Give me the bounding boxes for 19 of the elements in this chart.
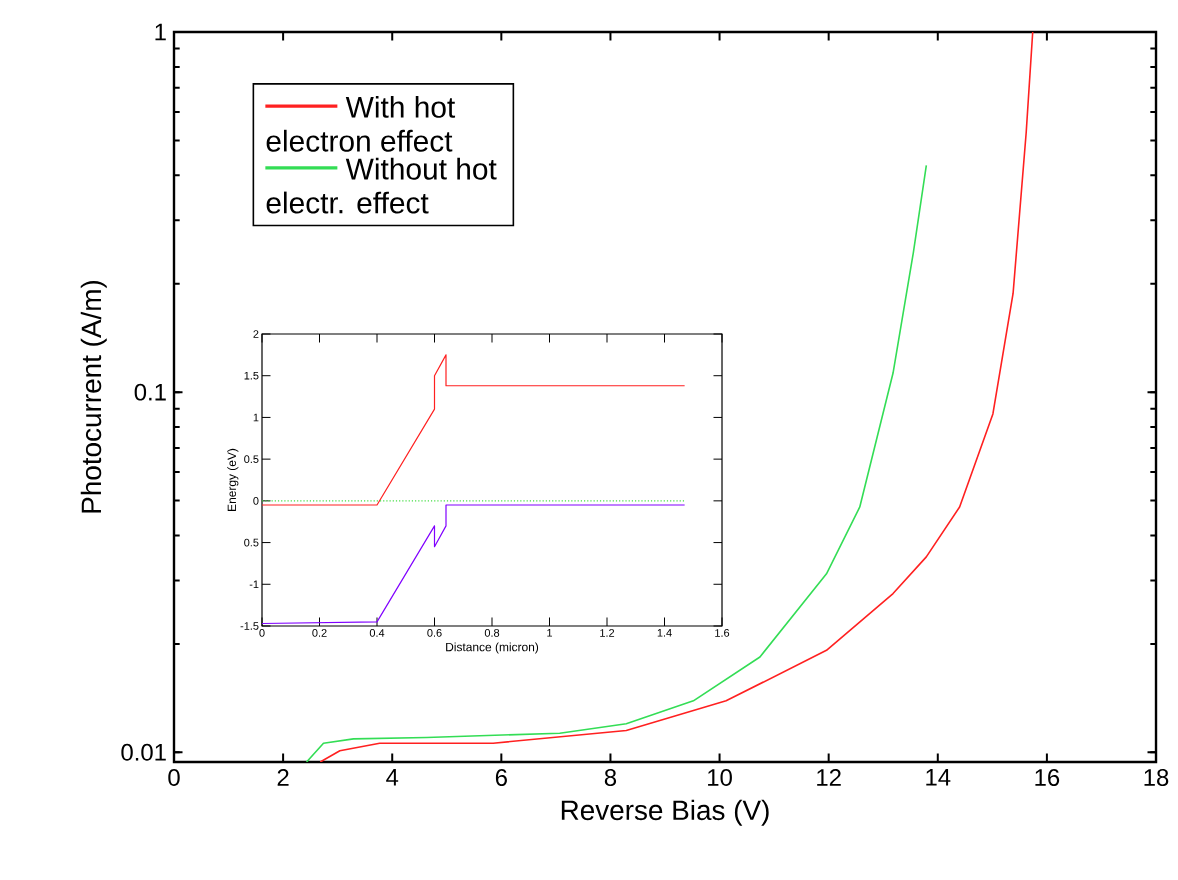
x-tick-label: 8	[604, 769, 617, 786]
x-axis-title: Reverse Bias (V)	[561, 799, 769, 826]
y-tick-label: 1	[155, 23, 166, 41]
x-tick-label: 0	[168, 769, 180, 786]
y-tick-label: 0.1	[134, 383, 166, 401]
x-tick-label: 10	[708, 769, 732, 786]
y-axis-title: Photocurrent (A/m)	[80, 280, 107, 513]
y-tick-label: 0.01	[121, 743, 166, 761]
x-tick-label: 14	[926, 769, 951, 786]
x-tick-label: 2	[277, 769, 289, 786]
legend-label: With hot electron effect	[266, 95, 456, 152]
x-tick-label: 18	[1144, 769, 1169, 786]
x-tick-label: 16	[1035, 769, 1060, 786]
x-tick-label: 12	[817, 769, 841, 786]
line-series	[262, 354, 686, 506]
legend-label: Without hot electr. effect	[266, 157, 497, 214]
x-tick-label: 6	[495, 769, 507, 786]
x-tick-label: 4	[386, 769, 399, 786]
line-series	[262, 504, 686, 625]
